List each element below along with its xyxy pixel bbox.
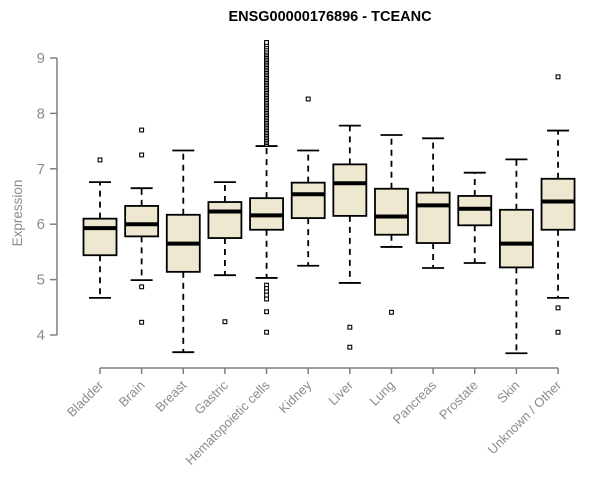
box-group-pancreas [415,137,451,269]
outlier-point [264,329,270,335]
outlier-point [264,309,270,315]
box-group-breast [165,149,201,354]
x-tick-label-kidney: Kidney [276,377,315,416]
outlier-point [264,296,270,302]
outlier-point [389,309,394,315]
x-tick-label-brain: Brain [116,378,148,410]
y-tick-label: 4 [37,327,45,344]
outlier-point [347,344,353,350]
x-tick-label-unknown-other: Unknown / Other [485,377,565,457]
outlier-point [139,284,145,290]
iqr-box [82,217,118,257]
outlier-point [97,157,103,163]
iqr-box [415,191,451,244]
x-tick-label-liver: Liver [325,377,356,408]
iqr-box [540,177,576,231]
x-tick-label-bladder: Bladder [64,377,107,420]
x-tick-label-pancreas: Pancreas [390,377,440,427]
y-tick-label: 6 [37,216,45,233]
box-group-prostate [457,171,493,264]
y-tick-label: 8 [37,105,45,122]
box-group-gastric [207,181,243,325]
y-axis-label: Expression [10,180,25,247]
box-group-hematopoietic-cells [249,40,284,335]
x-tick-label-lung: Lung [367,378,398,409]
outlier-point [139,152,145,158]
outlier-point [555,74,561,80]
outlier-point [555,305,561,311]
box-group-lung [374,134,409,315]
box-group-skin [498,158,534,355]
iqr-box [498,208,534,269]
outlier-point [139,319,145,325]
x-tick-label-gastric: Gastric [191,377,231,417]
box-series [82,40,576,355]
outlier-point [555,329,561,335]
iqr-box [332,163,368,217]
iqr-box [124,205,160,238]
box-group-liver [332,124,368,350]
y-tick-label: 9 [37,50,45,67]
outlier-point [264,292,270,298]
box-group-bladder [82,157,118,299]
y-tick-label: 5 [37,272,45,289]
iqr-box [290,181,326,220]
iqr-box [374,187,409,236]
box-group-kidney [290,96,326,267]
x-tick-label-prostate: Prostate [436,378,481,423]
iqr-box [207,201,243,239]
box-group-unknown-other [540,74,576,335]
outlier-point [347,324,353,330]
outlier-point [222,319,228,325]
outlier-point [264,40,270,45]
outlier-point [139,127,145,133]
chart-title: ENSG00000176896 - TCEANC [228,9,432,25]
box-group-brain [124,127,160,325]
y-tick-label: 7 [37,161,45,178]
x-tick-label-skin: Skin [494,378,522,406]
x-tick-label-breast: Breast [152,377,189,414]
outlier-point [305,96,311,102]
